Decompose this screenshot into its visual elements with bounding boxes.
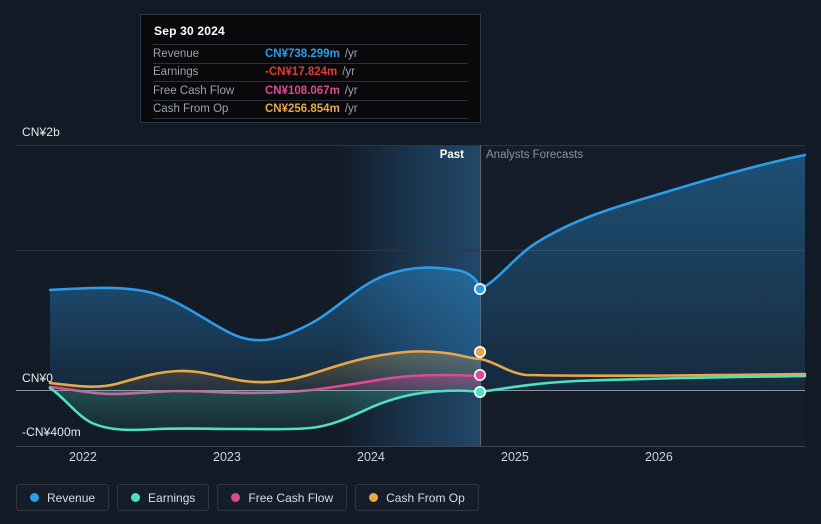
cash-from-op-forecast-line [478, 357, 807, 378]
tooltip-row-value: CN¥738.299m [265, 47, 340, 60]
legend-color-dot [369, 493, 379, 502]
tooltip-row-label: Earnings [153, 66, 199, 79]
tooltip-row-value: -CN¥17.824m [265, 66, 338, 79]
revenue-forecast-area [480, 155, 805, 390]
legend-item-revenue[interactable]: Revenue [16, 484, 110, 511]
tooltip-row-value: CN¥256.854m [265, 103, 340, 116]
x-axis-line [16, 446, 805, 447]
legend-item-cash-from-op[interactable]: Cash From Op [355, 484, 479, 511]
legend-item-earnings[interactable]: Earnings [117, 484, 210, 511]
x-axis-label-2025: 2025 [501, 450, 529, 464]
revenue-forecast-line [478, 153, 807, 291]
tooltip-row-unit: /yr [342, 66, 356, 79]
tooltip-row-unit: /yr [344, 84, 358, 97]
marker-free-cash-flow[interactable] [473, 369, 486, 382]
legend-item-label: Free Cash Flow [248, 490, 334, 505]
x-axis-label-2024: 2024 [357, 450, 385, 464]
chart-plot-area [16, 145, 807, 447]
tooltip-rows: Revenue CN¥738.299m/yr Earnings -CN¥17.824m… [153, 44, 468, 119]
x-axis-label-2023: 2023 [213, 450, 241, 464]
free-cash-flow-area [50, 375, 480, 394]
earnings-forecast-line [478, 374, 807, 394]
earnings-line [48, 386, 482, 432]
legend-item-label: Earnings [148, 490, 196, 505]
x-axis-label-2022: 2022 [69, 450, 97, 464]
chart-legend: Revenue Earnings Free Cash Flow Cash From O… [16, 484, 479, 511]
legend-item-free-cash-flow[interactable]: Free Cash Flow [217, 484, 348, 511]
tooltip-row: Cash From Op CN¥256.854m/yr [153, 99, 468, 119]
forecast-region-label: Analysts Forecasts [486, 149, 584, 161]
y-axis-label-top: CN¥2b [22, 125, 60, 139]
tooltip-date: Sep 30 2024 [154, 24, 225, 38]
tooltip-row-label: Free Cash Flow [153, 84, 235, 97]
past-region-label: Past [439, 149, 464, 161]
tooltip-row-unit: /yr [344, 103, 358, 116]
gridline-1b [16, 250, 805, 251]
tooltip-row-value: CN¥108.067m [265, 84, 340, 97]
earnings-area [50, 388, 480, 430]
marker-cash-from-op[interactable] [473, 346, 486, 359]
y-axis-label-zero: CN¥0 [22, 371, 54, 385]
chart-tooltip: Sep 30 2024 Revenue CN¥738.299m/yr Earning… [140, 14, 481, 123]
x-axis-label-2026: 2026 [645, 450, 673, 464]
legend-color-dot [131, 493, 141, 502]
legend-item-label: Cash From Op [386, 490, 465, 505]
gridline-2b [16, 145, 805, 146]
series-svg [48, 153, 807, 432]
revenue-line [48, 266, 482, 342]
tooltip-row-label: Revenue [153, 47, 200, 60]
marker-earnings[interactable] [473, 386, 486, 399]
marker-revenue[interactable] [473, 283, 486, 296]
legend-item-label: Revenue [47, 490, 96, 505]
y-axis-label-bottom: -CN¥400m [22, 425, 81, 439]
cash-from-op-line [48, 350, 482, 388]
tooltip-row: Revenue CN¥738.299m/yr [153, 44, 468, 63]
legend-color-dot [30, 493, 39, 502]
tooltip-row: Free Cash Flow CN¥108.067m/yr [153, 81, 468, 100]
tooltip-row-unit: /yr [344, 47, 358, 60]
tooltip-row: Earnings -CN¥17.824m/yr [153, 62, 468, 82]
legend-color-dot [231, 493, 241, 502]
tooltip-row-label: Cash From Op [153, 103, 229, 116]
